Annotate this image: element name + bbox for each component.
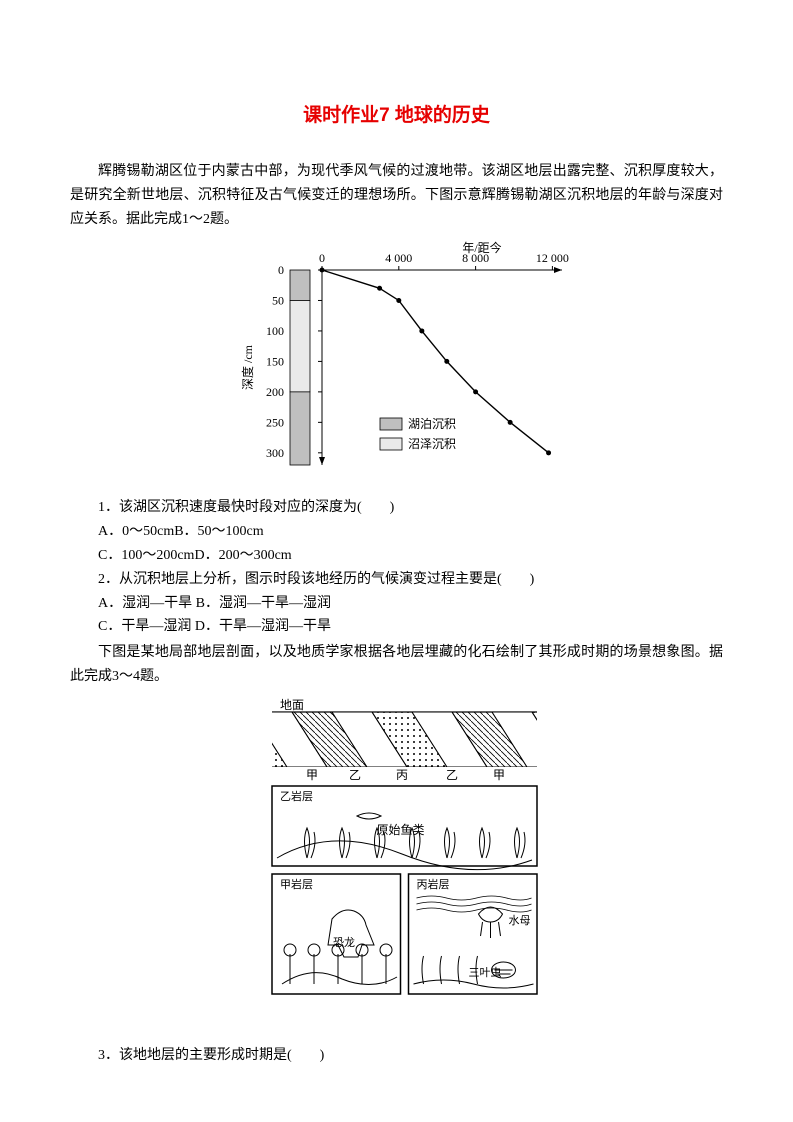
q2-opt-c: C．干旱—湿润 — [98, 619, 191, 634]
svg-text:水母: 水母 — [508, 914, 530, 927]
q1-opt-a: A．0～50cm — [98, 524, 174, 539]
svg-text:0: 0 — [278, 263, 284, 277]
svg-text:地面: 地面 — [280, 698, 304, 712]
q2-opt-d: D．干旱—湿润—干旱 — [195, 619, 331, 634]
q1-stem: 1．该湖区沉积速度最快时段对应的深度为( ) — [70, 496, 723, 520]
q1-opt-b: B．50～100cm — [174, 524, 263, 539]
q1-options-cd: C．100～200cmD．200～300cm — [70, 544, 723, 568]
q2-options-ab: A．湿润—干旱 B．湿润—干旱—湿润 — [70, 592, 723, 616]
svg-text:0: 0 — [319, 251, 325, 265]
svg-text:沼泽沉积: 沼泽沉积 — [408, 437, 456, 451]
svg-text:甲: 甲 — [492, 768, 504, 782]
q1-opt-c: C．100～200cm — [98, 548, 194, 563]
svg-text:乙: 乙 — [445, 768, 457, 782]
q1-opt-d: D．200～300cm — [194, 548, 291, 563]
svg-text:湖泊沉积: 湖泊沉积 — [408, 416, 456, 431]
intro-paragraph: 辉腾锡勒湖区位于内蒙古中部，为现代季风气候的过渡地带。该湖区地层出露完整、沉积厚… — [70, 160, 723, 231]
svg-text:50: 50 — [272, 293, 284, 307]
svg-text:三叶虫: 三叶虫 — [468, 966, 501, 979]
svg-text:150: 150 — [266, 354, 284, 368]
worksheet-title: 课时作业7 地球的历史 — [70, 100, 723, 132]
svg-text:100: 100 — [266, 324, 284, 338]
svg-text:丙: 丙 — [395, 768, 407, 782]
svg-text:250: 250 — [266, 415, 284, 429]
svg-text:年/距今: 年/距今 — [462, 240, 501, 255]
intro2-paragraph: 下图是某地局部地层剖面，以及地质学家根据各地层埋藏的化石绘制了其形成时期的场景想… — [70, 641, 723, 689]
svg-text:300: 300 — [266, 446, 284, 460]
svg-text:原始鱼类: 原始鱼类 — [376, 823, 424, 837]
svg-text:乙: 乙 — [348, 768, 360, 782]
q2-opt-a: A．湿润—干旱 — [98, 596, 192, 611]
svg-text:恐龙: 恐龙 — [333, 936, 355, 949]
q2-stem: 2．从沉积地层上分析，图示时段该地经历的气候演变过程主要是( ) — [70, 568, 723, 592]
svg-text:甲: 甲 — [305, 768, 317, 782]
svg-text:甲岩层: 甲岩层 — [280, 877, 313, 891]
svg-text:4 000: 4 000 — [385, 251, 412, 265]
svg-text:200: 200 — [266, 385, 284, 399]
q2-opt-b: B．湿润—干旱—湿润 — [196, 596, 331, 611]
svg-text:丙岩层: 丙岩层 — [416, 877, 449, 891]
q1-options-ab: A．0～50cmB．50～100cm — [70, 520, 723, 544]
svg-text:12 000: 12 000 — [535, 251, 568, 265]
depth-age-chart: 04 0008 00012 000年/距今050100150200250300深… — [70, 240, 723, 489]
svg-text:深度 /cm: 深度 /cm — [240, 344, 255, 390]
svg-text:乙岩层: 乙岩层 — [280, 789, 313, 803]
strata-scene-figure: 地面甲 乙 丙 乙 甲乙岩层原始鱼类甲岩层恐龙 丙岩层水母三叶虫 — [70, 697, 723, 1036]
q2-options-cd: C．干旱—湿润 D．干旱—湿润—干旱 — [70, 615, 723, 639]
q3-stem: 3．该地地层的主要形成时期是( ) — [70, 1044, 723, 1068]
